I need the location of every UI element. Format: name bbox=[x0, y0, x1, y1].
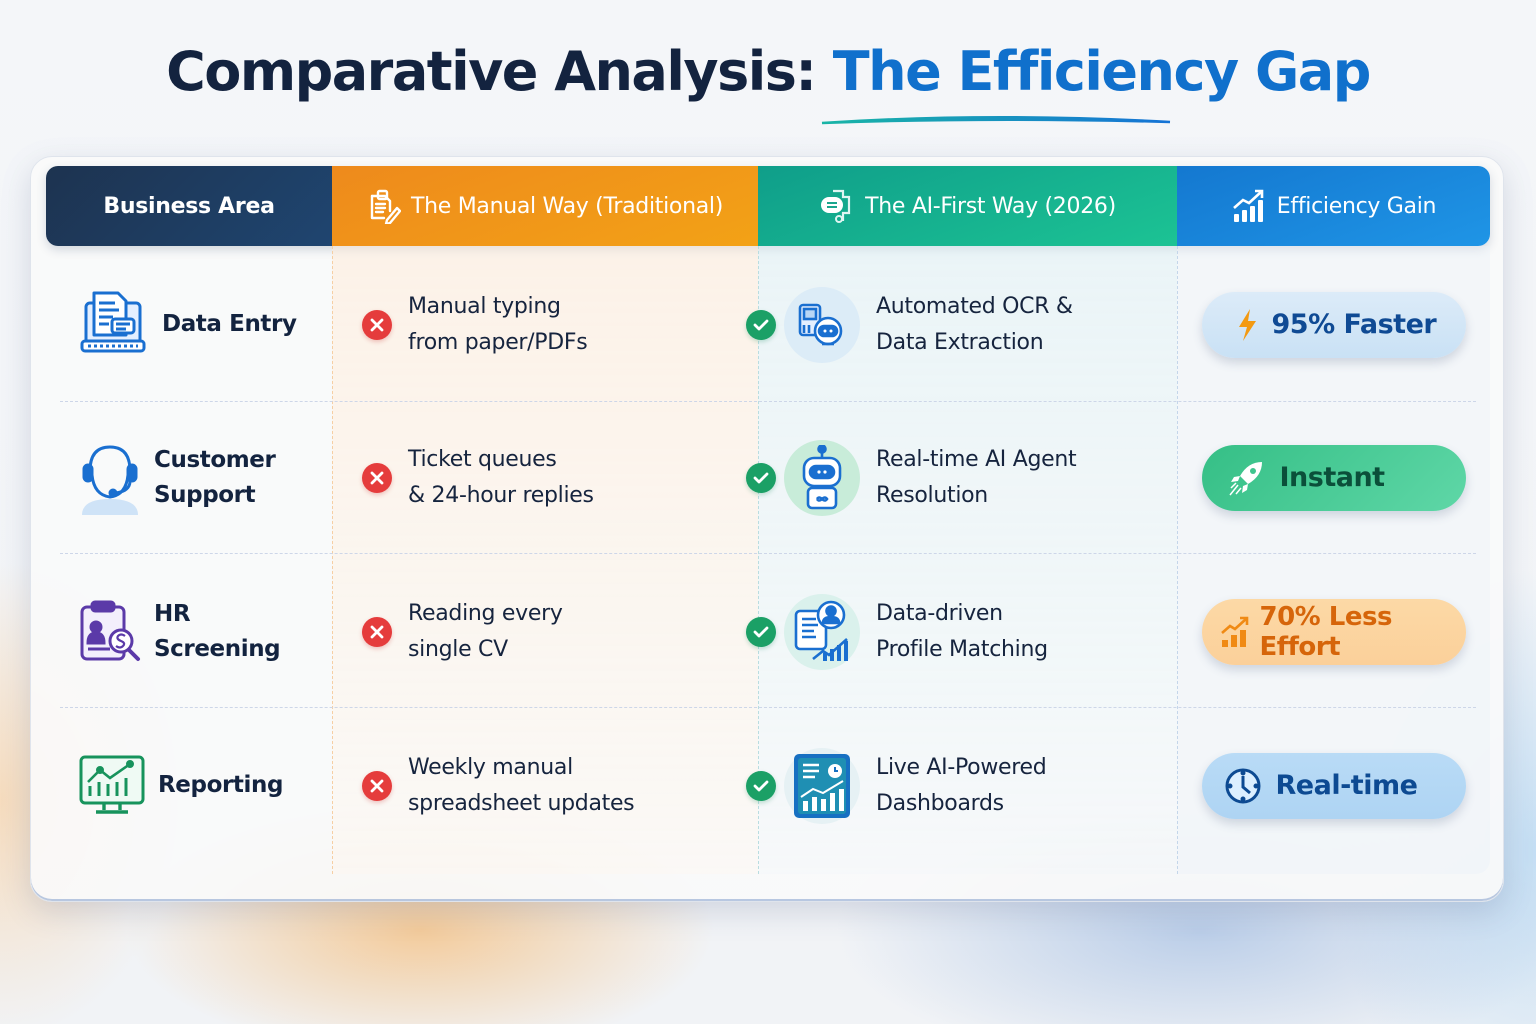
dashboard-icon bbox=[784, 747, 860, 824]
business-area-label: Screening bbox=[154, 635, 281, 662]
business-area-label: Support bbox=[154, 481, 256, 508]
ai-way-cell: Data-driven Profile Matching bbox=[746, 555, 1177, 708]
efficiency-badge-label: 70% Less Effort bbox=[1259, 601, 1393, 662]
document-pen-icon bbox=[367, 188, 401, 224]
table-header: Business Area The Manual Way (Traditiona… bbox=[46, 166, 1490, 246]
efficiency-gain-cell: 70% Less Effort bbox=[1177, 555, 1490, 708]
ai-text-line: Profile Matching bbox=[876, 636, 1048, 662]
header-business-area: Business Area bbox=[46, 166, 332, 246]
title-prefix: Comparative Analysis: bbox=[166, 40, 817, 103]
page-title: Comparative Analysis: The Efficiency Gap bbox=[0, 40, 1536, 103]
efficiency-gain-cell: 95% Faster bbox=[1177, 248, 1490, 401]
business-area-label: Customer bbox=[154, 446, 276, 473]
header-business-area-label: Business Area bbox=[103, 193, 275, 219]
efficiency-badge-label: Instant bbox=[1279, 462, 1386, 493]
ai-text-line: Automated OCR & bbox=[876, 293, 1073, 319]
clock-icon bbox=[1224, 767, 1262, 805]
ai-text-line: Resolution bbox=[876, 482, 988, 508]
title-accent: The Efficiency Gap bbox=[832, 40, 1372, 103]
clipboard-search-icon bbox=[78, 599, 142, 665]
x-mark-icon bbox=[362, 462, 392, 493]
efficiency-badge: 95% Faster bbox=[1201, 291, 1466, 358]
headset-icon bbox=[78, 441, 142, 515]
header-manual-way: The Manual Way (Traditional) bbox=[332, 166, 758, 246]
header-efficiency-gain: Efficiency Gain bbox=[1177, 166, 1490, 246]
ai-text-line: Data-driven bbox=[876, 600, 1003, 626]
manual-text-line: single CV bbox=[408, 636, 508, 662]
header-ai-label: The AI-First Way (2026) bbox=[865, 193, 1116, 219]
ai-way-cell: Automated OCR & Data Extraction bbox=[746, 248, 1177, 401]
ai-text-line: Real-time AI Agent bbox=[876, 446, 1077, 472]
business-area-cell: HR Screening bbox=[46, 555, 332, 708]
manual-way-cell: Manual typing from paper/PDFs bbox=[332, 248, 758, 401]
profile-chart-icon bbox=[784, 593, 860, 670]
document-keyboard-icon bbox=[78, 289, 150, 361]
business-area-cell: Data Entry bbox=[46, 248, 332, 401]
table-body: Data Entry Manual typing from paper/PDFs bbox=[46, 246, 1490, 874]
x-mark-icon bbox=[362, 616, 392, 647]
manual-text-line: spreadsheet updates bbox=[408, 790, 635, 816]
efficiency-badge: Instant bbox=[1201, 444, 1466, 511]
robot-agent-icon bbox=[784, 439, 860, 516]
ai-text-line: Live AI-Powered bbox=[876, 754, 1047, 780]
lightning-icon bbox=[1236, 308, 1258, 342]
title-underline-swoosh bbox=[821, 115, 1171, 125]
table-row: HR Screening Reading every single CV bbox=[46, 555, 1490, 708]
x-mark-icon bbox=[362, 770, 392, 801]
manual-text-line: Ticket queues bbox=[408, 446, 557, 472]
business-area-label: Data Entry bbox=[162, 311, 297, 337]
manual-text-line: from paper/PDFs bbox=[408, 329, 588, 355]
manual-way-cell: Reading every single CV bbox=[332, 555, 758, 708]
row-divider bbox=[60, 401, 1476, 402]
check-mark-icon bbox=[746, 309, 776, 340]
table-row: Reporting Weekly manual spreadsheet upda… bbox=[46, 709, 1490, 862]
growth-chart-icon bbox=[1220, 616, 1250, 648]
manual-text-line: & 24-hour replies bbox=[408, 482, 594, 508]
efficiency-gain-cell: Instant bbox=[1177, 401, 1490, 554]
business-area-cell: Reporting bbox=[46, 709, 332, 862]
business-area-label: HR bbox=[154, 600, 191, 627]
rocket-icon bbox=[1228, 459, 1266, 497]
header-ai-first-way: The AI-First Way (2026) bbox=[758, 166, 1177, 246]
row-divider bbox=[60, 553, 1476, 554]
growth-chart-icon bbox=[1231, 188, 1267, 224]
row-divider bbox=[60, 707, 1476, 708]
check-mark-icon bbox=[746, 616, 776, 647]
check-mark-icon bbox=[746, 770, 776, 801]
efficiency-gain-cell: Real-time bbox=[1177, 709, 1490, 862]
header-manual-label: The Manual Way (Traditional) bbox=[411, 193, 723, 219]
manual-text-line: Weekly manual bbox=[408, 754, 573, 780]
ai-way-cell: Live AI-Powered Dashboards bbox=[746, 709, 1177, 862]
manual-way-cell: Ticket queues & 24-hour replies bbox=[332, 401, 758, 554]
business-area-label: Reporting bbox=[158, 772, 284, 798]
efficiency-badge-label: 95% Faster bbox=[1271, 309, 1437, 340]
x-mark-icon bbox=[362, 309, 392, 340]
robot-chat-icon bbox=[819, 187, 855, 225]
header-gain-label: Efficiency Gain bbox=[1276, 193, 1437, 219]
ai-text-line: Dashboards bbox=[876, 790, 1004, 816]
manual-text-line: Reading every bbox=[408, 600, 563, 626]
ai-way-cell: Real-time AI Agent Resolution bbox=[746, 401, 1177, 554]
manual-column-bg bbox=[332, 246, 758, 874]
business-area-cell: Customer Support bbox=[46, 401, 332, 554]
manual-text-line: Manual typing bbox=[408, 293, 561, 319]
ai-text-line: Data Extraction bbox=[876, 329, 1044, 355]
table-row: Data Entry Manual typing from paper/PDFs bbox=[46, 248, 1490, 401]
efficiency-badge: Real-time bbox=[1201, 752, 1466, 819]
efficiency-badge-label: Real-time bbox=[1275, 770, 1418, 801]
check-mark-icon bbox=[746, 462, 776, 493]
table-row: Customer Support Ticket queues & 24-hour… bbox=[46, 401, 1490, 554]
ocr-robot-icon bbox=[784, 286, 860, 363]
monitor-chart-icon bbox=[78, 754, 146, 818]
manual-way-cell: Weekly manual spreadsheet updates bbox=[332, 709, 758, 862]
efficiency-badge: 70% Less Effort bbox=[1201, 598, 1466, 665]
